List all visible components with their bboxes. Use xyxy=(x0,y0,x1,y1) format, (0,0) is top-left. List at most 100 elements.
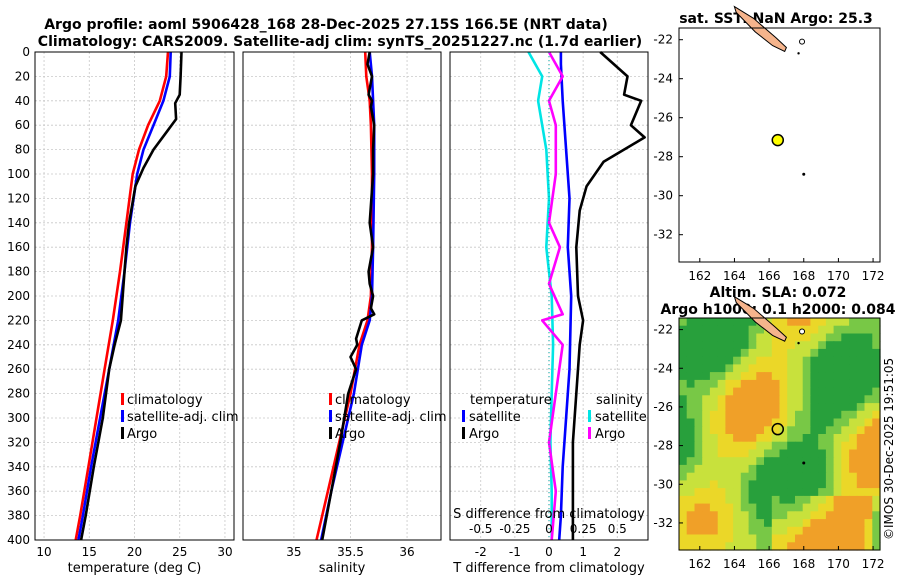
heatmap-cell xyxy=(849,534,858,543)
heatmap-cell xyxy=(709,403,719,412)
heatmap-cell xyxy=(702,348,711,358)
heatmap-cell xyxy=(694,480,703,489)
legend-title-salinity: salinity xyxy=(596,393,643,408)
heatmap-cell xyxy=(802,395,811,404)
heatmap-cell xyxy=(802,495,811,505)
heatmap-cell xyxy=(802,441,811,450)
heatmap-cell xyxy=(825,418,835,427)
legend-swatch xyxy=(462,410,465,422)
heatmap-cell xyxy=(756,449,765,458)
heatmap-cell xyxy=(733,426,742,435)
heatmap-cell xyxy=(849,503,858,512)
heatmap-cell xyxy=(733,472,742,481)
heatmap-cell xyxy=(841,379,850,389)
heatmap-cell xyxy=(856,418,866,427)
heatmap-cell xyxy=(679,503,688,512)
y-tick-label: 160 xyxy=(7,240,30,254)
heatmap-cell xyxy=(733,542,742,551)
heatmap-cell xyxy=(771,410,781,420)
heatmap-cell xyxy=(725,325,734,334)
heatmap-cell xyxy=(856,511,866,520)
heatmap-cell xyxy=(795,387,804,396)
heatmap-cell xyxy=(779,325,788,334)
heatmap-cell xyxy=(841,534,850,543)
heatmap-cell xyxy=(709,526,719,536)
heatmap-cell xyxy=(702,464,711,474)
heatmap-cell xyxy=(818,333,827,342)
heatmap-cell xyxy=(802,364,811,373)
heatmap-cell xyxy=(748,434,757,443)
heatmap-cell xyxy=(679,495,688,505)
sla-map-title: Altim. SLA: 0.072 xyxy=(710,285,847,301)
heatmap-cell xyxy=(748,364,757,373)
heatmap-cell xyxy=(702,441,711,450)
land-new-caledonia xyxy=(733,295,788,342)
heatmap-cell xyxy=(856,356,866,365)
y-tick-label: 40 xyxy=(15,94,30,108)
heatmap-cell xyxy=(802,325,811,334)
heatmap-cell xyxy=(864,488,873,497)
heatmap-cell xyxy=(833,418,842,427)
heatmap-cell xyxy=(771,341,781,350)
heatmap-cell xyxy=(856,426,866,435)
heatmap-cell xyxy=(694,325,703,334)
heatmap-cell xyxy=(694,434,703,443)
heatmap-cell xyxy=(810,495,819,505)
heatmap-cell xyxy=(825,488,835,497)
heatmap-cell xyxy=(802,526,811,536)
heatmap-cell xyxy=(756,356,765,365)
y-tick-label: 320 xyxy=(7,435,30,449)
heatmap-cell xyxy=(679,379,688,389)
heatmap-cell xyxy=(717,488,726,497)
heatmap-cell xyxy=(756,503,765,512)
heatmap-cell xyxy=(795,526,804,536)
heatmap-cell xyxy=(818,534,827,543)
heatmap-cell xyxy=(686,480,695,489)
heatmap-cell xyxy=(849,488,858,497)
heatmap-cell xyxy=(787,418,796,427)
heatmap-cell xyxy=(872,364,881,373)
heatmap-cell xyxy=(864,511,873,520)
heatmap-cell xyxy=(795,426,804,435)
heatmap-cell xyxy=(856,403,866,412)
heatmap-cell xyxy=(771,526,781,536)
x-tick-label: 172 xyxy=(862,269,885,283)
y-tick-label: 260 xyxy=(7,362,30,376)
heatmap-cell xyxy=(849,464,858,474)
heatmap-cell xyxy=(725,495,734,505)
heatmap-cell xyxy=(779,341,788,350)
heatmap-cell xyxy=(872,464,881,474)
heatmap-cell xyxy=(864,426,873,435)
heatmap-cell xyxy=(717,341,726,350)
heatmap-cell xyxy=(740,472,750,481)
heatmap-cell xyxy=(771,472,781,481)
x-axis-label: salinity xyxy=(319,561,366,576)
heatmap-cell xyxy=(833,503,842,512)
heatmap-cell xyxy=(740,403,750,412)
heatmap-cell xyxy=(771,372,781,381)
heatmap-cell xyxy=(733,480,742,489)
legend-swatch xyxy=(329,410,332,422)
heatmap-cell xyxy=(756,464,765,474)
heatmap-cell xyxy=(748,519,757,528)
heatmap-cell xyxy=(818,426,827,435)
heatmap-cell xyxy=(748,426,757,435)
panel-difference-panel: -2 -1 0 1 2 T difference from climatology -0.5… xyxy=(449,51,649,576)
heatmap-cell xyxy=(779,511,788,520)
heatmap-cell xyxy=(856,526,866,536)
heatmap-cell xyxy=(756,511,765,520)
heatmap-cell xyxy=(764,519,773,528)
heatmap-cell xyxy=(725,534,734,543)
heatmap-cell xyxy=(833,325,842,334)
sla-map-subtitle: Argo h1000: 0.1 h2000: 0.084 xyxy=(660,302,895,318)
heatmap-cell xyxy=(764,503,773,512)
x-tick-label: -2 xyxy=(475,545,487,559)
x2-tick-label: 0.5 xyxy=(608,522,627,536)
heatmap-cell xyxy=(795,341,804,350)
heatmap-cell xyxy=(787,503,796,512)
heatmap-cell xyxy=(702,519,711,528)
heatmap-cell xyxy=(709,333,719,342)
heatmap-cell xyxy=(787,372,796,381)
heatmap-cell xyxy=(818,441,827,450)
heatmap-cell xyxy=(864,434,873,443)
